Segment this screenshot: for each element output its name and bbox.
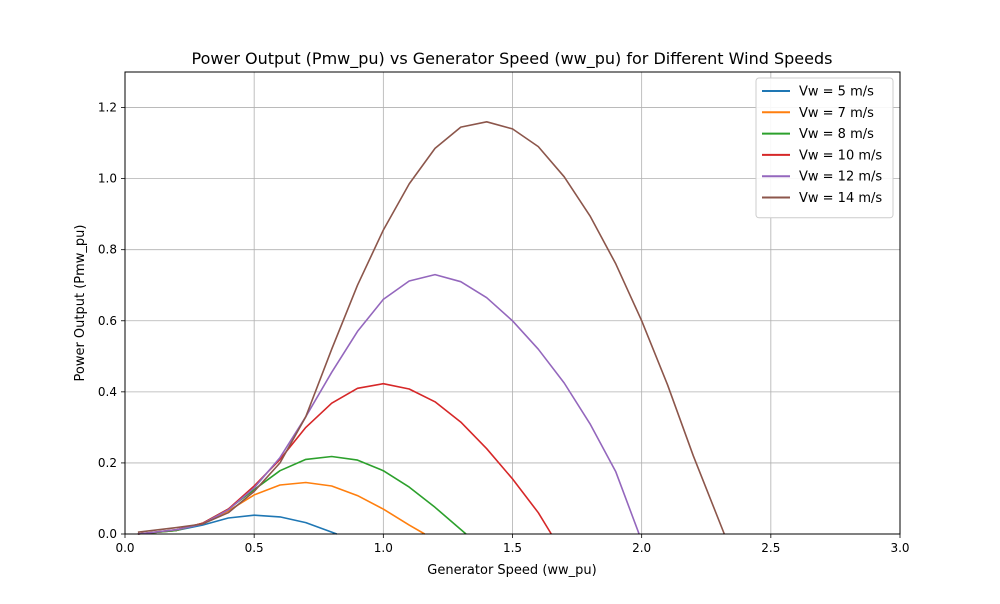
- y-tick-label: 1.0: [98, 172, 117, 186]
- legend-label: Vw = 8 m/s: [799, 127, 874, 142]
- chart-title: Power Output (Pmw_pu) vs Generator Speed…: [192, 49, 833, 69]
- y-tick-label: 0.2: [98, 456, 117, 470]
- ticks: 0.0 0.5 1.0 1.5 2.0 2.5 3.0 0.0 0.2 0.4 0.6 0.8 1.0 1…: [98, 101, 910, 555]
- x-tick-label: 2.5: [761, 541, 780, 555]
- legend-label: Vw = 12 m/s: [799, 170, 882, 185]
- y-tick-label: 1.2: [98, 101, 117, 115]
- x-tick-label: 2.0: [632, 541, 651, 555]
- y-axis-label: Power Output (Pmw_pu): [73, 225, 88, 382]
- x-tick-label: 1.5: [503, 541, 522, 555]
- legend-label: Vw = 7 m/s: [799, 106, 874, 121]
- legend-label: Vw = 5 m/s: [799, 85, 874, 100]
- x-tick-label: 0.0: [115, 541, 134, 555]
- series-layer: [137, 121, 726, 535]
- legend-label: Vw = 14 m/s: [799, 191, 882, 206]
- y-tick-label: 0.4: [98, 385, 117, 399]
- y-tick-label: 0.0: [98, 527, 117, 541]
- x-tick-label: 3.0: [890, 541, 909, 555]
- legend: Vw = 5 m/s Vw = 7 m/s Vw = 8 m/s Vw = 10 m/…: [755, 77, 894, 219]
- legend-box: [755, 77, 894, 219]
- x-axis-label: Generator Speed (ww_pu): [427, 563, 596, 578]
- legend-label: Vw = 10 m/s: [799, 148, 882, 163]
- series-line-4: [137, 273, 640, 535]
- y-tick-label: 0.6: [98, 314, 117, 328]
- x-tick-label: 1.0: [374, 541, 393, 555]
- y-tick-label: 0.8: [98, 243, 117, 257]
- x-tick-label: 0.5: [245, 541, 264, 555]
- series-line-5: [137, 121, 726, 535]
